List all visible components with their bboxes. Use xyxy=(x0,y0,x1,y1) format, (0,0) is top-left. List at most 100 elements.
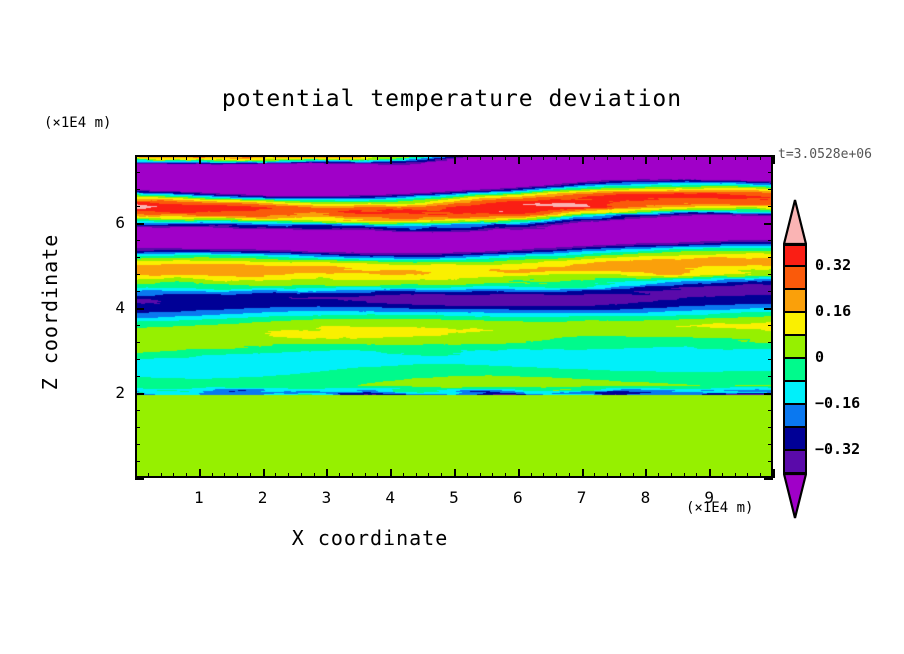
x-axis-title: X coordinate xyxy=(291,526,449,550)
axis-tick xyxy=(492,473,494,478)
x-tick-label: 5 xyxy=(449,488,459,507)
axis-tick xyxy=(670,473,672,478)
y-tick-label: 4 xyxy=(115,298,125,317)
colorbar-band xyxy=(783,451,807,474)
axis-tick xyxy=(364,473,366,478)
x-tick-label: 4 xyxy=(385,488,395,507)
axis-tick xyxy=(135,223,144,225)
axis-tick xyxy=(135,444,140,445)
colorbar-tick-label: −0.16 xyxy=(815,394,861,412)
axis-tick xyxy=(683,155,685,160)
axis-tick xyxy=(135,376,140,377)
axis-tick xyxy=(768,257,773,258)
axis-tick xyxy=(607,473,609,478)
axis-tick xyxy=(135,257,140,258)
axis-tick xyxy=(135,393,144,395)
axis-tick xyxy=(249,155,251,160)
axis-tick xyxy=(747,155,749,160)
axis-tick xyxy=(505,473,507,478)
axis-tick xyxy=(747,473,749,478)
axis-tick xyxy=(760,155,762,160)
axis-tick xyxy=(135,427,140,428)
colorbar-extend-top xyxy=(782,198,808,246)
axis-tick xyxy=(135,206,140,207)
axis-tick xyxy=(135,274,140,275)
axis-tick xyxy=(288,473,290,478)
axis-tick xyxy=(377,155,379,160)
axis-tick xyxy=(594,155,596,160)
axis-tick xyxy=(505,155,507,160)
axis-tick xyxy=(198,155,201,164)
axis-tick xyxy=(768,291,773,292)
colorbar-tick-label: −0.32 xyxy=(815,440,861,458)
axis-tick xyxy=(556,473,558,478)
axis-tick xyxy=(428,473,430,478)
axis-tick xyxy=(721,473,723,478)
axis-tick xyxy=(135,478,144,480)
colorbar-band xyxy=(783,359,807,382)
timestamp-annotation: t=3.0528e+06 xyxy=(778,147,872,162)
axis-tick xyxy=(632,473,634,478)
axis-tick xyxy=(734,473,736,478)
axis-tick xyxy=(773,155,775,164)
axis-tick xyxy=(543,155,545,160)
axis-tick xyxy=(300,155,302,160)
axis-tick xyxy=(466,155,468,160)
axis-tick xyxy=(351,473,353,478)
contour-plot-area xyxy=(135,155,773,478)
axis-tick xyxy=(768,359,773,360)
axis-tick xyxy=(135,155,137,164)
axis-tick xyxy=(764,223,773,225)
axis-tick xyxy=(530,155,532,160)
axis-tick xyxy=(364,155,366,160)
axis-tick xyxy=(773,469,775,478)
axis-tick xyxy=(160,473,162,478)
axis-tick xyxy=(186,473,188,478)
axis-tick xyxy=(135,172,140,173)
axis-tick xyxy=(768,172,773,173)
axis-tick xyxy=(696,155,698,160)
axis-tick xyxy=(211,473,213,478)
colorbar-extend-bottom xyxy=(782,472,808,520)
axis-tick xyxy=(351,155,353,160)
axis-tick xyxy=(262,469,265,478)
axis-tick xyxy=(530,473,532,478)
axis-tick xyxy=(339,473,341,478)
x-tick-label: 7 xyxy=(576,488,587,507)
axis-tick xyxy=(709,469,712,478)
axis-tick xyxy=(135,240,140,241)
axis-tick xyxy=(645,155,648,164)
axis-tick xyxy=(135,155,140,156)
axis-tick xyxy=(517,469,520,478)
colorbar: 0.32 0.16 0 −0.16 −0.32 xyxy=(779,198,860,522)
axis-tick xyxy=(262,155,265,164)
axis-tick xyxy=(224,473,226,478)
axis-tick xyxy=(237,155,239,160)
axis-tick xyxy=(658,155,660,160)
axis-tick xyxy=(734,155,736,160)
axis-tick xyxy=(556,155,558,160)
colorbar-band xyxy=(783,290,807,313)
axis-tick xyxy=(683,473,685,478)
axis-tick xyxy=(768,444,773,445)
colorbar-band xyxy=(783,313,807,336)
axis-tick xyxy=(594,473,596,478)
axis-tick xyxy=(543,473,545,478)
axis-tick xyxy=(135,461,140,462)
axis-tick xyxy=(275,473,277,478)
y-axis-title: Z coordinate xyxy=(38,233,62,391)
axis-tick xyxy=(768,376,773,377)
axis-tick xyxy=(390,469,393,478)
axis-tick xyxy=(224,155,226,160)
axis-tick xyxy=(160,155,162,160)
axis-tick xyxy=(768,155,773,156)
y-axis-unit-label: (×1E4 m) xyxy=(44,115,112,131)
axis-tick xyxy=(768,189,773,190)
axis-tick xyxy=(135,469,137,478)
axis-tick xyxy=(696,473,698,478)
axis-tick xyxy=(768,206,773,207)
axis-tick xyxy=(764,393,773,395)
axis-tick xyxy=(768,410,773,411)
axis-tick xyxy=(670,155,672,160)
axis-tick xyxy=(764,478,773,480)
